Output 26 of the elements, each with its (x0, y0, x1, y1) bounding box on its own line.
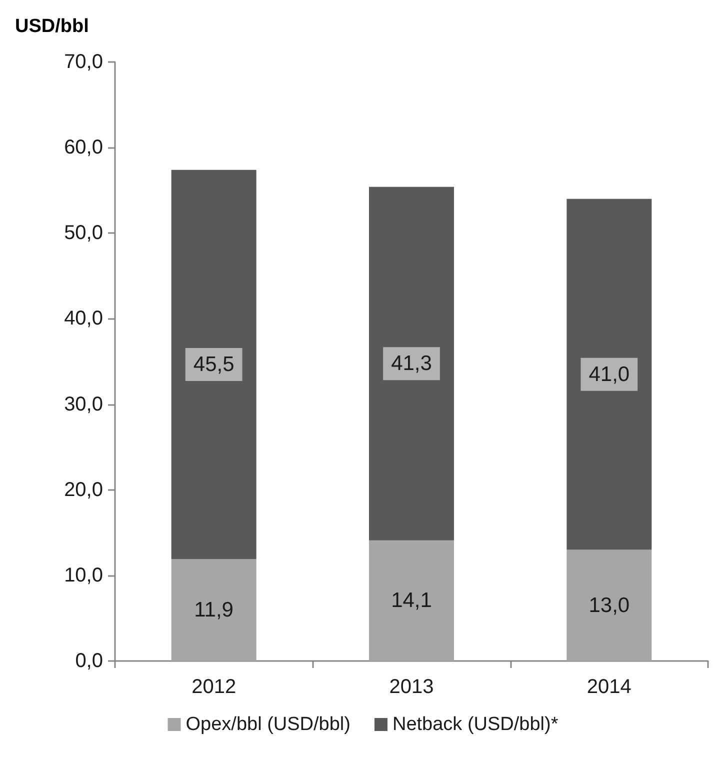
y-tick-label: 70,0 (64, 51, 103, 73)
data-label: 14,1 (391, 589, 432, 612)
bar (369, 540, 454, 661)
y-axis-title: USD/bbl (15, 16, 89, 37)
x-tick-label: 2013 (389, 676, 434, 698)
bar (171, 170, 256, 560)
x-tick-label: 2014 (586, 676, 632, 698)
y-tick-label: 10,0 (64, 564, 103, 586)
y-tick-label: 0,0 (75, 650, 103, 672)
bar (171, 559, 256, 661)
bar (369, 186, 454, 540)
y-tick-label: 50,0 (64, 222, 103, 244)
y-tick-label: 20,0 (64, 478, 103, 501)
legend-label: Opex/bbl (USD/bbl) (186, 714, 350, 735)
data-label: 45,5 (193, 352, 234, 376)
x-tick-label: 2012 (192, 676, 236, 698)
bar (566, 198, 652, 550)
y-tick-label: 60,0 (64, 136, 103, 159)
bar (566, 550, 652, 661)
y-tick-label: 40,0 (64, 308, 103, 330)
legend-label: Netback (USD/bbl)* (392, 714, 559, 735)
y-tick-label: 30,0 (64, 393, 103, 416)
data-label: 11,9 (194, 598, 234, 622)
data-label: 13,0 (588, 594, 630, 617)
data-label: 41,3 (391, 352, 432, 376)
data-label: 41,0 (588, 362, 630, 386)
